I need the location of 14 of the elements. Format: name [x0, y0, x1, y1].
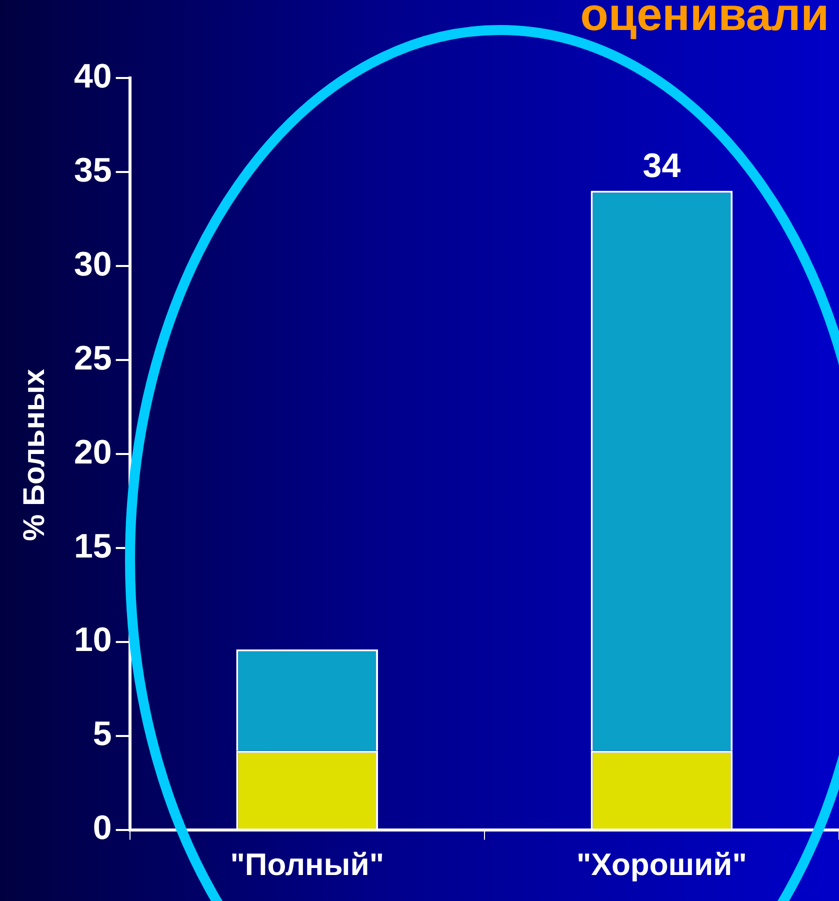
y-tick-label: 40	[74, 57, 112, 96]
y-tick-label: 10	[74, 621, 112, 660]
x-tick-label: "Хороший"	[576, 846, 747, 882]
y-tick-label: 25	[74, 339, 112, 378]
y-axis-title: % Больных	[18, 368, 52, 542]
y-tick-label: 5	[92, 715, 112, 754]
total-label: 34	[642, 147, 681, 186]
chart-title: оценивали	[580, 0, 829, 40]
x-tick-label: "Полный"	[230, 846, 384, 882]
y-tick-label: 0	[92, 809, 112, 848]
y-tick-label: 15	[74, 527, 112, 566]
y-tick-label: 20	[74, 433, 112, 472]
y-tick-label: 35	[74, 151, 112, 190]
y-tick-label: 30	[74, 245, 112, 284]
